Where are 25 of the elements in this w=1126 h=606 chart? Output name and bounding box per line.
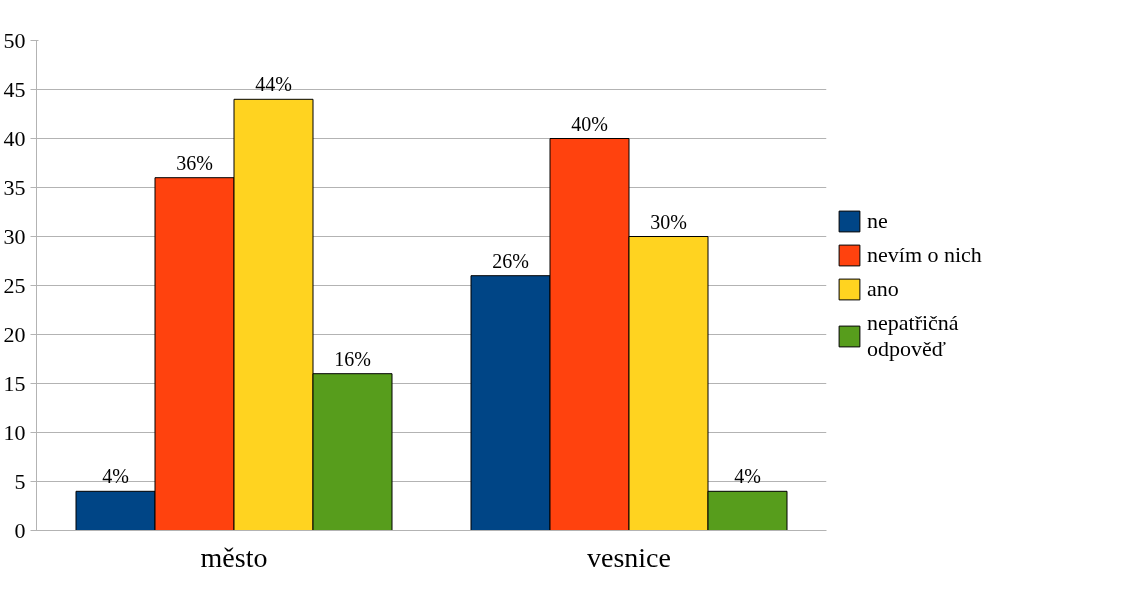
data-label: 36% xyxy=(176,151,213,174)
x-tick-label: město xyxy=(200,541,268,573)
y-tick-label: 45 xyxy=(3,76,26,102)
y-tick-label: 15 xyxy=(3,370,26,396)
y-tick-label: 10 xyxy=(3,419,26,445)
data-label: 26% xyxy=(492,249,529,272)
y-tick-label: 40 xyxy=(3,125,26,151)
y-tick-label: 50 xyxy=(3,27,26,53)
y-tick-label: 5 xyxy=(14,468,26,494)
legend-label: ano xyxy=(867,276,899,302)
data-label: 30% xyxy=(650,210,687,233)
data-label: 40% xyxy=(571,112,608,135)
legend-label: nevím o nich xyxy=(867,242,982,268)
y-tick-label: 0 xyxy=(14,517,26,543)
legend-label: nepatřičná odpověď xyxy=(867,310,959,362)
y-tick-label: 25 xyxy=(3,272,26,298)
x-tick-label: vesnice xyxy=(587,541,671,573)
y-tick-label: 30 xyxy=(3,223,26,249)
data-label: 4% xyxy=(102,465,129,488)
data-label: 4% xyxy=(734,465,761,488)
data-label: 44% xyxy=(255,73,292,96)
y-tick-label: 35 xyxy=(3,174,26,200)
data-label: 16% xyxy=(334,347,371,370)
y-tick-label: 20 xyxy=(3,321,26,347)
legend-label: ne xyxy=(867,208,888,234)
